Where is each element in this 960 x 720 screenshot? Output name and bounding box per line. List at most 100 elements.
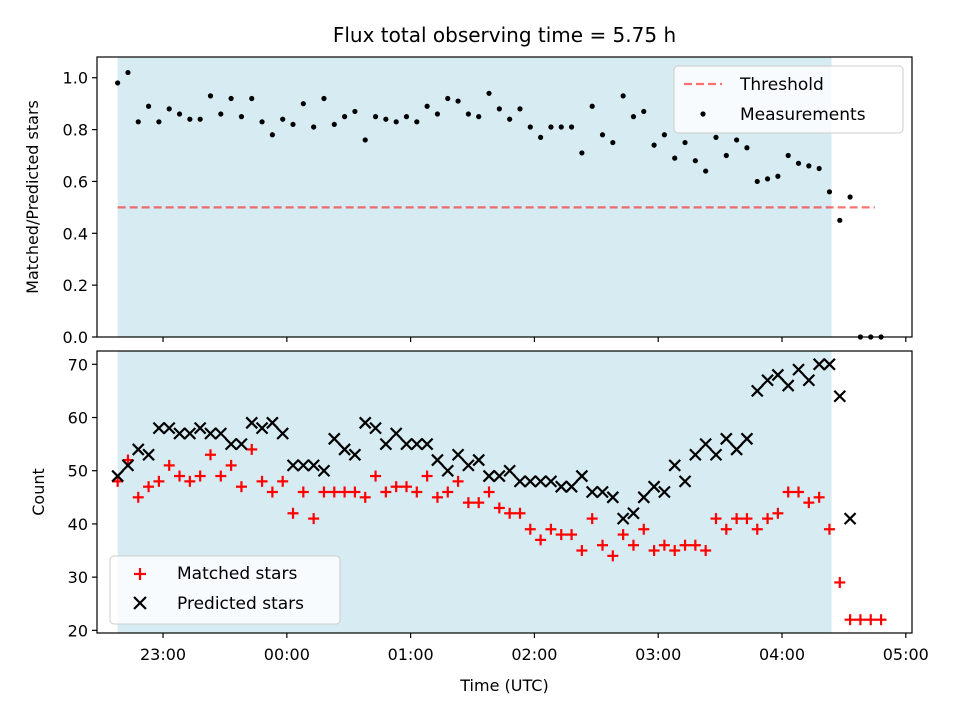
measurement-point xyxy=(816,165,822,172)
measurement-point xyxy=(682,139,688,146)
predicted-star-point xyxy=(658,485,671,499)
ratio-y-tick-label: 0.2 xyxy=(63,276,88,295)
matched-star-point xyxy=(112,475,124,487)
predicted-star-mark-b xyxy=(823,358,836,371)
count-y-tick-label: 60 xyxy=(68,409,88,428)
ratio-panel: 0.0 0.2 0.4 0.6 0.8 1.0 Flux total observing … xyxy=(23,23,913,347)
predicted-star-point xyxy=(781,379,795,392)
matched-star-point xyxy=(411,486,423,498)
matched-star-point xyxy=(370,470,382,482)
count-y-tick-label: 40 xyxy=(68,515,88,534)
measurement-point xyxy=(321,95,327,102)
measurement-point xyxy=(806,163,812,169)
matched-star-point xyxy=(349,486,361,498)
predicted-star-point xyxy=(544,475,558,488)
predicted-star-point xyxy=(740,432,754,446)
legend-predicted-label: Predicted stars xyxy=(177,594,304,614)
measurement-point xyxy=(568,124,575,130)
predicted-star-point xyxy=(328,432,341,446)
predicted-star-point xyxy=(338,443,351,456)
predicted-star-point xyxy=(524,475,537,488)
predicted-star-mark-b xyxy=(606,491,620,504)
measurement-point xyxy=(145,103,152,109)
ratio-legend: Threshold Measurements xyxy=(673,65,904,134)
predicted-star-point xyxy=(616,512,630,525)
matched-star-point xyxy=(524,523,536,535)
matched-star-point xyxy=(339,486,351,498)
measurement-point xyxy=(558,124,564,130)
measurement-point xyxy=(125,69,131,76)
predicted-star-mark-b xyxy=(235,437,248,451)
predicted-star-mark-b xyxy=(637,491,651,504)
chart-title: Flux total observing time = 5.75 h xyxy=(333,23,676,47)
predicted-star-point xyxy=(792,363,805,376)
matched-star-point xyxy=(731,513,743,525)
predicted-star-mark-b xyxy=(276,427,289,440)
predicted-star-mark-b xyxy=(750,384,764,398)
predicted-star-point xyxy=(802,373,816,387)
predicted-star-point xyxy=(585,485,599,499)
measurement-point xyxy=(331,121,337,128)
x-tick-label: 04:00 xyxy=(759,645,805,664)
ratio-y-tick-label: 0.8 xyxy=(63,121,88,140)
predicted-star-mark-b xyxy=(162,421,176,435)
matched-star-point xyxy=(431,491,443,503)
count-y-tick-label: 30 xyxy=(68,568,88,587)
matched-star-point xyxy=(535,534,547,546)
matched-star-point xyxy=(803,497,815,509)
predicted-star-mark-b xyxy=(833,389,847,403)
predicted-star-mark-b xyxy=(431,453,444,467)
matched-star-point xyxy=(772,507,784,519)
predicted-star-mark-b xyxy=(565,480,578,493)
predicted-star-point xyxy=(513,475,527,488)
measurement-point xyxy=(352,108,358,115)
matched-star-point xyxy=(483,486,495,498)
matched-star-point xyxy=(132,491,144,503)
predicted-star-mark-b xyxy=(111,469,124,483)
matched-star-point xyxy=(741,513,753,525)
matched-star-point xyxy=(122,454,134,466)
predicted-star-point xyxy=(224,437,238,451)
predicted-star-mark-b xyxy=(255,421,269,435)
measurement-point xyxy=(414,119,420,125)
x-tick-label: 01:00 xyxy=(388,645,434,664)
measurement-point xyxy=(403,114,410,120)
matched-star-point xyxy=(617,529,629,541)
measurement-point xyxy=(548,124,554,130)
measurement-point xyxy=(641,108,647,115)
predicted-star-mark-b xyxy=(338,443,351,456)
ratio-panel-frame xyxy=(96,56,913,338)
predicted-star-mark-b xyxy=(771,368,785,382)
predicted-star-mark-b xyxy=(596,485,609,499)
measurement-point xyxy=(692,158,698,164)
predicted-star-point xyxy=(554,480,568,493)
matched-star-point xyxy=(844,614,856,626)
predicted-star-point xyxy=(668,459,681,472)
matched-star-point xyxy=(823,523,835,535)
predicted-star-mark-b xyxy=(441,464,455,477)
predicted-star-point xyxy=(358,416,372,430)
predicted-star-mark-b xyxy=(812,358,826,371)
measurement-point xyxy=(486,90,492,96)
count-y-tick-label: 50 xyxy=(68,462,88,481)
predicted-star-point xyxy=(121,459,135,472)
predicted-star-point xyxy=(245,416,259,430)
measurement-point xyxy=(455,98,461,104)
legend-measurements-label: Measurements xyxy=(740,105,866,125)
matched-star-point xyxy=(638,523,650,535)
matched-star-point xyxy=(473,497,485,509)
matched-star-point xyxy=(834,576,846,588)
predicted-star-mark-b xyxy=(544,475,558,488)
matched-star-point xyxy=(163,459,175,471)
measurement-point xyxy=(620,93,626,99)
predicted-star-mark-b xyxy=(297,459,310,472)
predicted-star-mark-b xyxy=(379,437,393,451)
predicted-star-mark-b xyxy=(358,416,372,430)
matched-star-point xyxy=(762,513,774,525)
predicted-star-point xyxy=(297,459,310,472)
x-tick-label: 00:00 xyxy=(264,645,310,664)
measurement-point xyxy=(393,119,399,125)
predicted-star-point xyxy=(720,432,733,446)
predicted-star-point xyxy=(709,448,723,462)
matched-star-point xyxy=(793,486,805,498)
